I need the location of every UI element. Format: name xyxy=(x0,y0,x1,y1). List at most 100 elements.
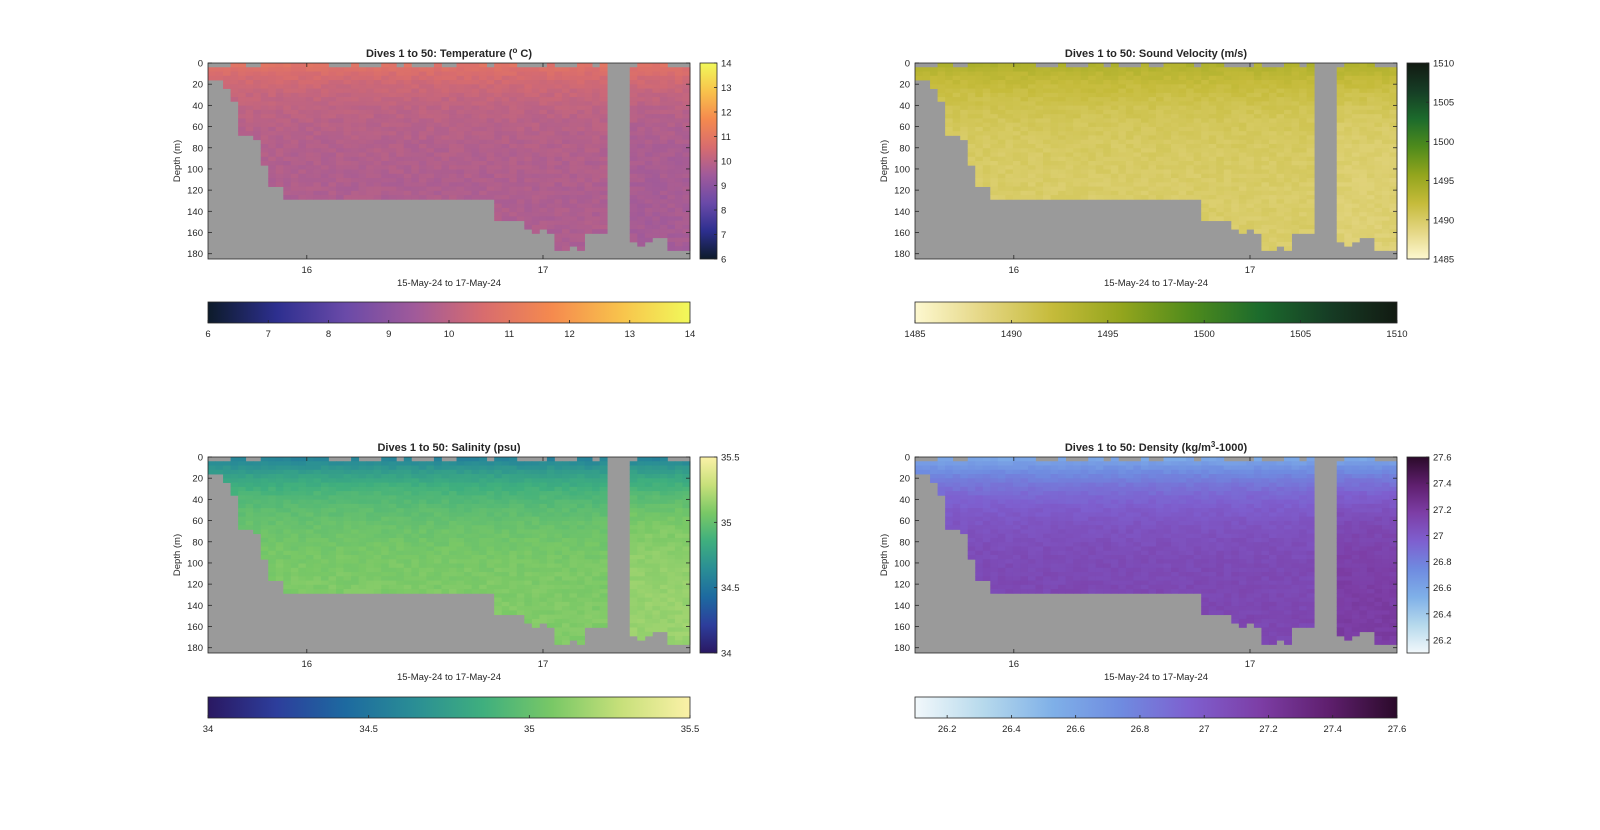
heatmap-cell xyxy=(1125,195,1134,200)
heatmap-cell xyxy=(569,148,578,153)
heatmap-cell xyxy=(1389,216,1398,222)
heatmap-cell xyxy=(561,241,570,247)
heatmap-cell xyxy=(381,520,390,526)
heatmap-cell xyxy=(275,537,284,543)
heatmap-cell xyxy=(320,576,329,581)
heatmap-cell xyxy=(1012,114,1021,119)
heatmap-cell xyxy=(298,88,307,94)
heatmap-cell xyxy=(1238,143,1247,149)
heatmap-cell xyxy=(516,148,525,153)
heatmap-cell xyxy=(561,139,570,145)
heatmap-cell xyxy=(1238,152,1247,158)
heatmap-cell xyxy=(561,173,570,179)
heatmap-cell xyxy=(1088,143,1097,149)
heatmap-cell xyxy=(1253,207,1262,213)
heatmap-cell xyxy=(268,122,277,128)
heatmap-cell xyxy=(373,182,382,187)
heatmap-cell xyxy=(546,84,555,89)
heatmap-cell xyxy=(268,178,277,183)
heatmap-cell xyxy=(396,567,405,573)
heatmap-cell xyxy=(1238,109,1247,115)
heatmap-cell xyxy=(1231,71,1240,77)
heatmap-cell xyxy=(449,92,457,98)
y-tick-label: 180 xyxy=(894,249,910,260)
heatmap-cell xyxy=(637,220,646,226)
heatmap-cell xyxy=(1043,71,1051,77)
heatmap-cell xyxy=(1276,203,1285,209)
heatmap-cell xyxy=(531,80,540,85)
heatmap-cell xyxy=(298,478,307,483)
heatmap-cell xyxy=(915,71,923,77)
heatmap-cell xyxy=(351,84,360,89)
heatmap-cell xyxy=(1148,126,1157,132)
heatmap-cell xyxy=(1043,143,1051,149)
heatmap-cell xyxy=(320,499,329,505)
heatmap-cell xyxy=(290,572,299,577)
heatmap-cell xyxy=(328,131,337,136)
heatmap-cell xyxy=(1148,131,1157,136)
heatmap-cell xyxy=(260,546,269,552)
heatmap-cell xyxy=(546,114,555,119)
heatmap-cell xyxy=(320,457,329,462)
heatmap-cell xyxy=(1268,139,1277,145)
heatmap-cell xyxy=(290,542,299,547)
heatmap-cell xyxy=(298,529,307,535)
heatmap-cell xyxy=(283,550,292,556)
heatmap-cell xyxy=(373,152,382,158)
heatmap-cell xyxy=(1268,126,1277,132)
heatmap-cell xyxy=(283,80,292,85)
heatmap-cell xyxy=(1027,126,1036,132)
heatmap-cell xyxy=(1035,178,1044,183)
heatmap-cell xyxy=(253,516,262,522)
heatmap-cell xyxy=(584,207,593,213)
heatmap-cell xyxy=(245,512,254,518)
heatmap-cell xyxy=(275,148,284,153)
heatmap-cell xyxy=(373,161,382,166)
heatmap-cell xyxy=(494,122,503,128)
heatmap-cell xyxy=(1389,207,1398,213)
heatmap-cell xyxy=(1005,75,1014,81)
heatmap-cell xyxy=(1193,178,1202,183)
heatmap-cell xyxy=(260,499,269,505)
heatmap-cell xyxy=(644,161,653,166)
heatmap-cell xyxy=(1268,161,1277,166)
heatmap-cell xyxy=(441,71,450,77)
heatmap-cell xyxy=(336,92,344,98)
heatmap-cell xyxy=(569,126,578,132)
heatmap-cell xyxy=(1080,92,1089,98)
heatmap-cell xyxy=(343,512,352,518)
heatmap-cell xyxy=(524,122,533,128)
heatmap-cell xyxy=(1268,220,1277,226)
heatmap-cell xyxy=(298,71,307,77)
heatmap-cell xyxy=(305,173,314,179)
heatmap-cell xyxy=(1201,126,1210,132)
heatmap-cell xyxy=(1284,114,1292,119)
heatmap-cell xyxy=(381,572,390,577)
heatmap-cell xyxy=(516,152,525,158)
heatmap-cell xyxy=(373,567,382,573)
heatmap-cell xyxy=(336,542,344,547)
heatmap-cell xyxy=(494,182,503,187)
heatmap-cell xyxy=(283,92,292,98)
heatmap-cell xyxy=(1223,131,1232,136)
heatmap-cell xyxy=(449,469,457,475)
heatmap-cell xyxy=(208,75,216,81)
heatmap-cell xyxy=(674,224,683,230)
heatmap-cell xyxy=(1268,195,1277,200)
heatmap-cell xyxy=(1103,101,1112,107)
heatmap-cell xyxy=(1223,199,1232,205)
heatmap-cell xyxy=(1366,224,1375,230)
heatmap-cell xyxy=(652,216,661,222)
heatmap-cell xyxy=(1103,143,1112,149)
heatmap-cell xyxy=(403,516,412,522)
heatmap-cell xyxy=(1284,207,1292,213)
heatmap-cell xyxy=(1163,126,1172,132)
heatmap-cell xyxy=(1035,173,1044,179)
heatmap-cell xyxy=(230,75,239,81)
heatmap-cell xyxy=(531,105,540,111)
heatmap-cell xyxy=(1050,109,1059,115)
heatmap-cell xyxy=(1103,67,1112,72)
heatmap-cell xyxy=(659,109,668,115)
heatmap-cell xyxy=(449,109,457,115)
heatmap-cell xyxy=(418,139,427,145)
